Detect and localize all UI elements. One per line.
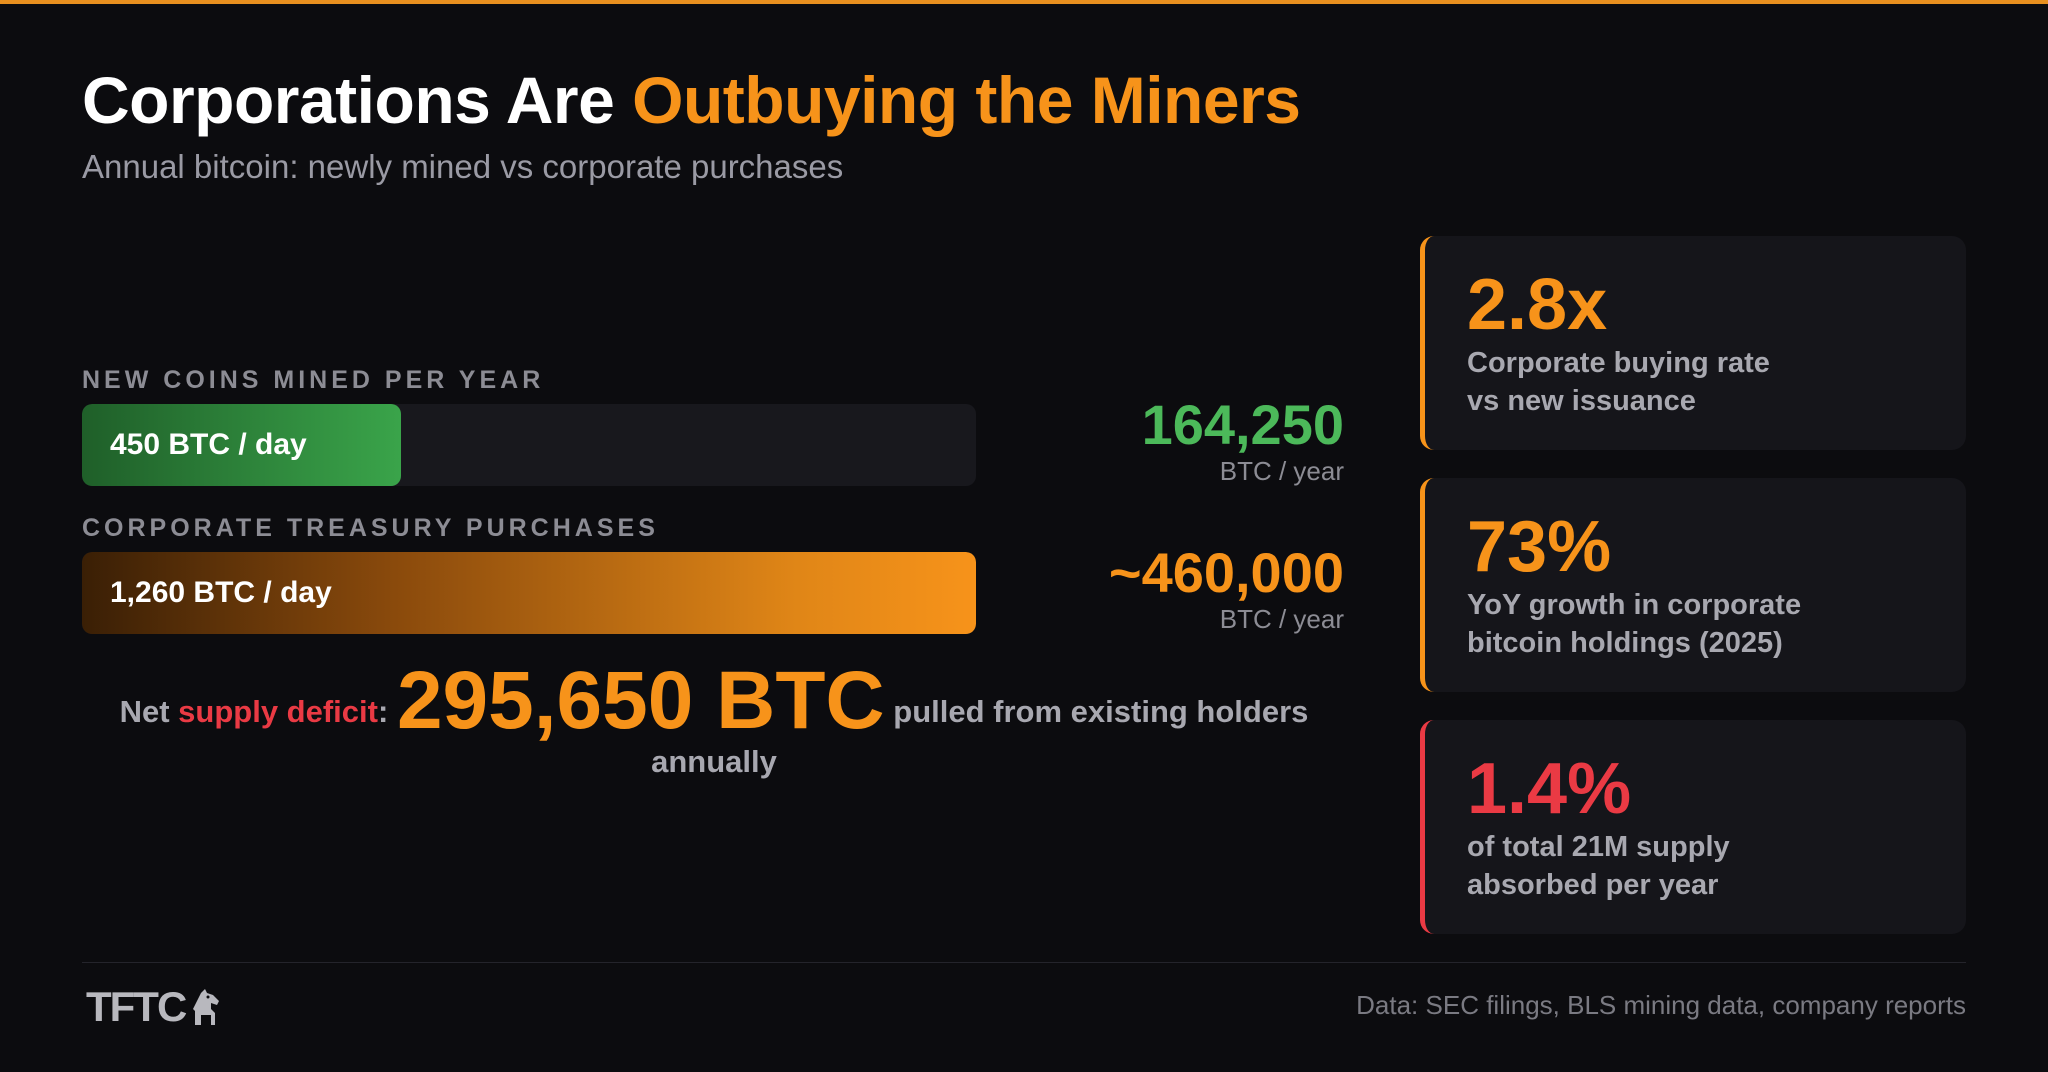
logo-text: TFTC <box>86 983 187 1030</box>
stat-description: YoY growth in corporate bitcoin holdings … <box>1467 586 1927 662</box>
stat-value: 2.8x <box>1467 265 1608 345</box>
title-accent: Outbuying the Miners <box>632 63 1301 137</box>
page-subtitle: Annual bitcoin: newly mined vs corporate… <box>82 148 844 185</box>
stat-card-yoy-growth: 73% YoY growth in corporate bitcoin holdi… <box>1420 478 1966 692</box>
annual-value-corporate: ~460,000 <box>1108 541 1344 604</box>
stat-description: Corporate buying rate vs new issuance <box>1467 344 1927 420</box>
stat-description: of total 21M supply absorbed per year <box>1467 828 1927 904</box>
stat-desc-line: vs new issuance <box>1467 385 1696 417</box>
net-deficit-statement: Net supply deficit: 295,650 BTC pulled f… <box>82 660 1346 787</box>
stat-value: 73% <box>1467 507 1612 587</box>
deficit-prefix: Net <box>119 694 179 729</box>
bar-text-corporate: 1,260 BTC / day <box>110 576 332 609</box>
stat-desc-line: YoY growth in corporate <box>1467 589 1802 621</box>
data-source: Data: SEC filings, BLS mining data, comp… <box>1356 990 1966 1020</box>
tftc-logo: TFTC <box>86 982 223 1032</box>
bar-text-mined: 450 BTC / day <box>110 428 307 461</box>
deficit-highlight: supply deficit <box>178 694 378 729</box>
top-accent-line <box>0 0 2048 4</box>
stat-value: 1.4% <box>1467 749 1632 829</box>
bar-mined <box>82 404 401 486</box>
stat-desc-line: of total 21M supply <box>1467 831 1730 863</box>
footer-divider <box>82 962 1966 963</box>
deficit-colon: : <box>377 694 389 729</box>
page-title: Corporations Are Outbuying the Miners <box>82 62 1301 138</box>
stat-card-buying-rate: 2.8x Corporate buying rate vs new issuanc… <box>1420 236 1966 450</box>
bar-label-corporate: CORPORATE TREASURY PURCHASES <box>82 514 659 542</box>
stat-card-supply-absorbed: 1.4% of total 21M supply absorbed per yea… <box>1420 720 1966 934</box>
deficit-amount: 295,650 BTC <box>396 655 885 746</box>
bar-track-corporate: 1,260 BTC / day <box>82 552 976 634</box>
bar-label-mined: NEW COINS MINED PER YEAR <box>82 366 545 394</box>
stat-desc-line: bitcoin holdings (2025) <box>1467 627 1783 659</box>
horse-icon <box>193 989 220 1025</box>
annual-unit-mined: BTC / year <box>1219 456 1344 486</box>
deficit-suffix: pulled from existing holders annually <box>651 694 1309 779</box>
annual-value-mined: 164,250 <box>1141 393 1344 456</box>
annual-unit-corporate: BTC / year <box>1219 604 1344 634</box>
stat-desc-line: absorbed per year <box>1467 869 1719 901</box>
bar-corporate <box>82 552 976 634</box>
title-plain: Corporations Are <box>82 63 615 137</box>
bar-track-mined: 450 BTC / day <box>82 404 976 486</box>
stat-desc-line: Corporate buying rate <box>1467 347 1770 379</box>
